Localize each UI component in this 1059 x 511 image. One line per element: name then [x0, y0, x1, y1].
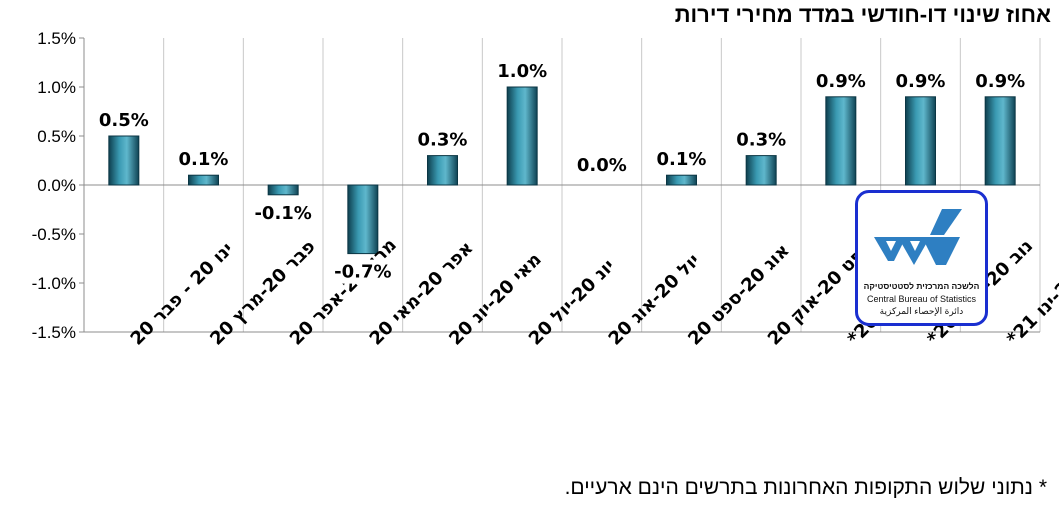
bar	[267, 184, 299, 196]
y-tick-label: -1.0%	[32, 274, 76, 293]
cbs-emblem-icon	[874, 209, 962, 265]
data-label-bg	[498, 59, 547, 83]
cbs-logo: הלשכה המרכזית לסטטיסטיקה Central Bureau …	[855, 190, 988, 326]
bar	[506, 86, 538, 186]
bar	[427, 155, 458, 186]
data-label: 1.0%	[497, 61, 547, 82]
data-label-bg	[333, 259, 392, 284]
logo-english-text: Central Bureau of Statistics	[866, 294, 977, 304]
data-label: -0.1%	[254, 203, 311, 224]
chart-title: אחוז שינוי דו-חודשי במדד מחירי דירות	[674, 2, 1051, 27]
y-tick-label: -0.5%	[32, 225, 76, 244]
footnote: * נתוני שלוש התקופות האחרונות בתרשים הינ…	[564, 476, 1047, 499]
data-label-bg	[418, 127, 467, 152]
y-tick-label: 0.0%	[37, 176, 76, 195]
data-label: -0.7%	[334, 262, 391, 283]
data-label-bg	[976, 68, 1025, 93]
bar	[666, 174, 697, 186]
logo-hebrew-text: הלשכה המרכזית לסטטיסטיקה	[863, 281, 980, 291]
data-label: 0.3%	[736, 130, 786, 151]
data-label: 0.9%	[816, 71, 866, 92]
data-label-bg	[816, 68, 865, 93]
bar	[347, 184, 379, 255]
data-label: 0.9%	[896, 71, 946, 92]
y-tick-label: 1.5%	[37, 29, 76, 48]
data-label: 0.1%	[179, 149, 229, 170]
bar	[984, 96, 1016, 186]
data-label-bg	[254, 200, 313, 225]
data-label: 0.9%	[975, 71, 1025, 92]
data-label-bg	[737, 127, 786, 152]
bar	[905, 96, 936, 186]
data-label-bg	[896, 68, 945, 93]
y-tick-label: 0.5%	[37, 127, 76, 146]
y-tick-label: -1.5%	[32, 323, 76, 342]
data-label: 0.1%	[657, 149, 707, 170]
bar	[108, 135, 140, 186]
data-label-bg	[657, 147, 706, 172]
bar	[188, 174, 219, 186]
bar	[825, 96, 857, 186]
data-label-bg	[99, 108, 148, 132]
data-label: 0.0%	[577, 155, 627, 176]
data-label-bg	[179, 147, 228, 172]
y-tick-label: 1.0%	[37, 78, 76, 97]
logo-arabic-text: دائرة الإحصاء المركزية	[879, 306, 964, 316]
data-label-bg	[577, 153, 626, 177]
bar	[745, 155, 777, 186]
data-label: 0.5%	[99, 110, 149, 131]
data-label: 0.3%	[418, 130, 468, 151]
